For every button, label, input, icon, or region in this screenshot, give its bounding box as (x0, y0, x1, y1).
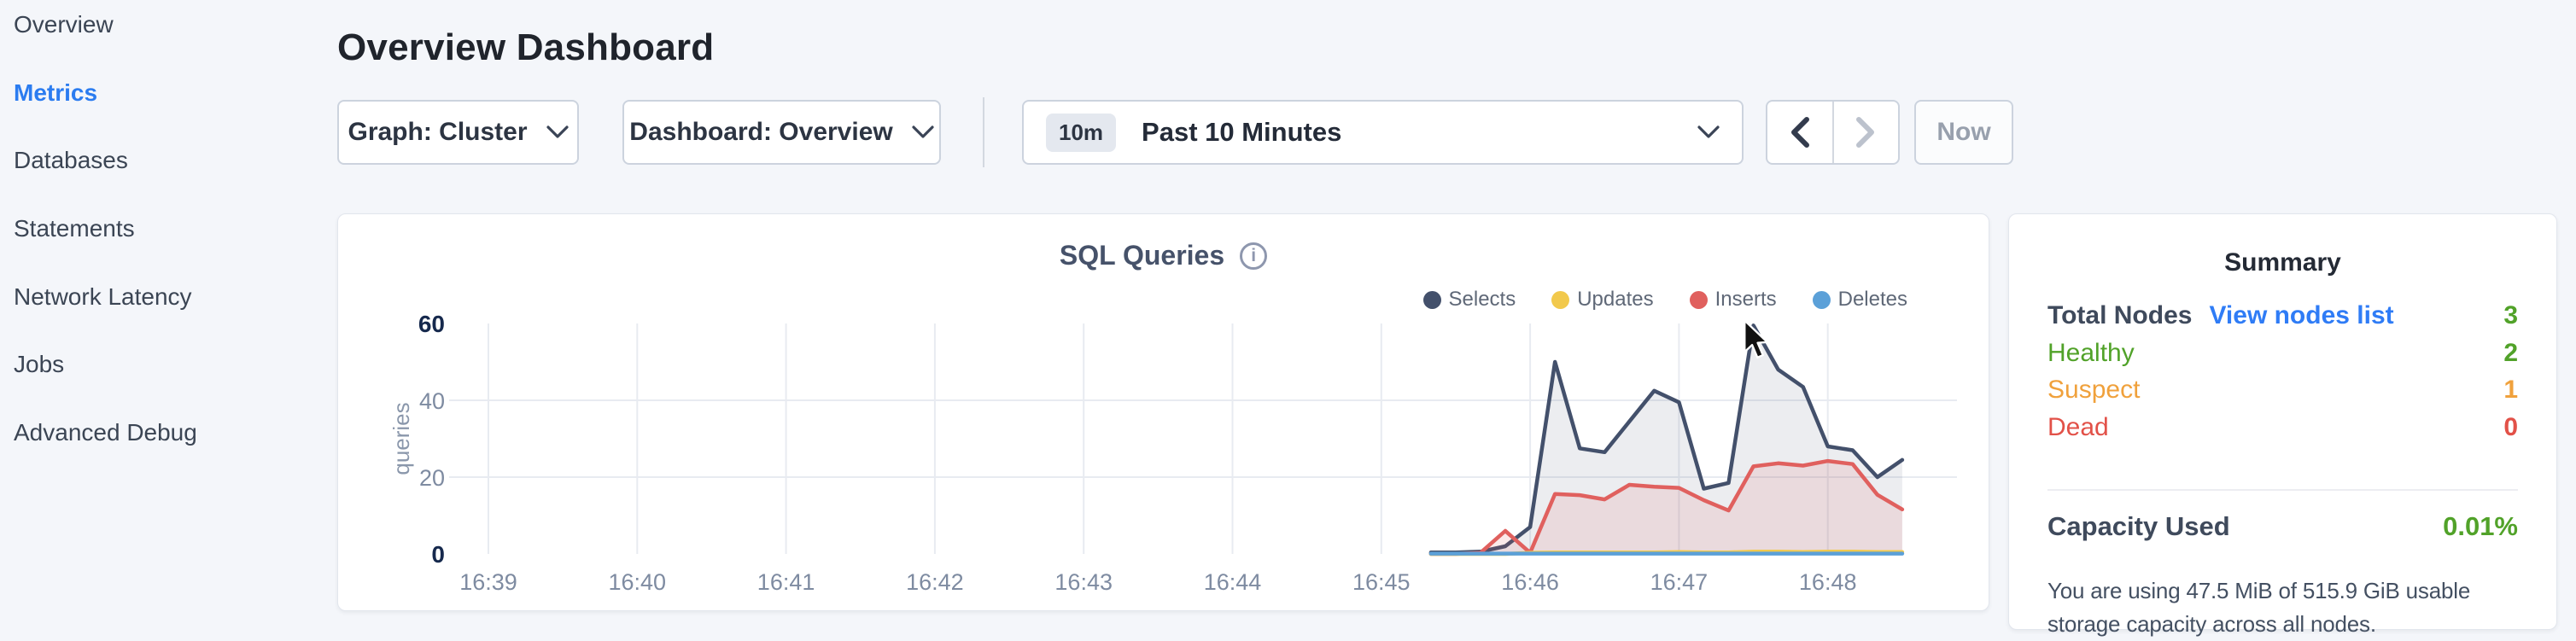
chevron-down-icon (1697, 125, 1720, 138)
sidebar-item-advanced-debug[interactable]: Advanced Debug (14, 418, 197, 446)
time-range-label: Past 10 Minutes (1142, 117, 1342, 147)
legend-dot-icon (1551, 290, 1570, 309)
svg-text:16:41: 16:41 (757, 569, 815, 595)
previous-time-button[interactable] (1767, 102, 1834, 163)
graph-dropdown[interactable]: Graph: Cluster (337, 100, 579, 165)
svg-text:16:44: 16:44 (1204, 569, 1262, 595)
summary-divider (2047, 489, 2518, 491)
page-title: Overview Dashboard (337, 26, 715, 69)
legend-label: Deletes (1837, 288, 1907, 311)
legend-item-selects[interactable]: Selects (1422, 288, 1516, 312)
svg-text:16:42: 16:42 (906, 569, 964, 595)
next-time-button[interactable] (1834, 102, 1899, 163)
healthy-label: Healthy (2047, 338, 2135, 367)
time-range-badge: 10m (1046, 113, 1117, 152)
svg-text:16:40: 16:40 (609, 569, 667, 595)
capacity-description: You are using 47.5 MiB of 515.9 GiB usab… (2047, 578, 2471, 637)
sidebar-item-network-latency[interactable]: Network Latency (14, 283, 192, 310)
graph-dropdown-label: Graph: Cluster (348, 118, 528, 146)
view-nodes-list-link[interactable]: View nodes list (2209, 301, 2394, 329)
svg-text:0: 0 (431, 541, 445, 568)
svg-text:16:48: 16:48 (1799, 569, 1857, 595)
capacity-used-label: Capacity Used (2047, 511, 2230, 541)
suspect-value: 1 (2503, 376, 2518, 404)
sql-queries-chart-card: SQL Queries i Selects Updates Inserts Delet… (337, 213, 1989, 611)
svg-text:40: 40 (419, 388, 445, 414)
dead-value: 0 (2503, 412, 2518, 441)
summary-panel: Summary Total Nodes View nodes list 3 He… (2008, 213, 2557, 637)
legend-label: Inserts (1714, 288, 1777, 311)
sidebar: Overview Metrics Databases Statements Ne… (0, 0, 329, 623)
legend-dot-icon (1422, 290, 1441, 309)
legend-dot-icon (1689, 290, 1708, 309)
controls-divider (983, 97, 984, 167)
svg-text:16:39: 16:39 (459, 569, 517, 595)
legend-item-updates[interactable]: Updates (1551, 288, 1654, 312)
svg-text:16:43: 16:43 (1054, 569, 1113, 595)
capacity-used-row: Capacity Used 0.01% (2047, 511, 2518, 542)
chevron-right-icon (1856, 117, 1875, 148)
legend-item-deletes[interactable]: Deletes (1812, 288, 1907, 312)
time-range-picker[interactable]: 10m Past 10 Minutes (1022, 100, 1744, 165)
sidebar-item-databases[interactable]: Databases (14, 147, 128, 174)
legend-dot-icon (1812, 290, 1831, 309)
node-status-rows: Total Nodes View nodes list 3 Healthy 2 … (2047, 301, 2518, 450)
sidebar-item-overview[interactable]: Overview (14, 10, 114, 38)
dashboard-dropdown[interactable]: Dashboard: Overview (622, 100, 941, 165)
chart-legend: Selects Updates Inserts Deletes (1422, 288, 1907, 312)
summary-title: Summary (2224, 248, 2341, 277)
sidebar-item-statements[interactable]: Statements (14, 214, 135, 242)
total-nodes-label: Total Nodes (2047, 301, 2193, 329)
info-icon[interactable]: i (1240, 242, 1268, 270)
legend-label: Selects (1448, 288, 1516, 311)
svg-text:queries: queries (388, 402, 414, 475)
svg-text:16:46: 16:46 (1501, 569, 1559, 595)
svg-text:20: 20 (419, 465, 445, 491)
suspect-label: Suspect (2047, 376, 2141, 404)
chevron-down-icon (546, 125, 569, 138)
svg-text:16:45: 16:45 (1352, 569, 1411, 595)
legend-label: Updates (1577, 288, 1654, 311)
dead-nodes-row: Dead 0 (2047, 413, 2518, 451)
now-button[interactable]: Now (1914, 100, 2013, 165)
sql-queries-chart[interactable]: 16:39 16:40 16:41 16:42 16:43 16:44 16:45 16:46… (338, 214, 1990, 612)
series-line-selects (1428, 323, 1905, 555)
dashboard-dropdown-label: Dashboard: Overview (629, 118, 893, 146)
chart-header: SQL Queries i (338, 240, 1989, 271)
svg-text:60: 60 (418, 311, 445, 337)
sidebar-item-jobs[interactable]: Jobs (14, 351, 65, 378)
dead-label: Dead (2047, 412, 2109, 441)
total-nodes-row: Total Nodes View nodes list 3 (2047, 301, 2518, 339)
capacity-used-value: 0.01% (2443, 511, 2518, 541)
healthy-nodes-row: Healthy 2 (2047, 339, 2518, 376)
legend-item-inserts[interactable]: Inserts (1689, 288, 1777, 312)
healthy-value: 2 (2503, 338, 2518, 367)
suspect-nodes-row: Suspect 1 (2047, 376, 2518, 413)
series-line-inserts (1428, 458, 1905, 557)
sidebar-item-metrics[interactable]: Metrics (14, 79, 98, 106)
chevron-down-icon (912, 125, 934, 138)
sidebar-nav-list: Overview Metrics Databases Statements Ne… (0, 0, 329, 467)
time-step-button-group (1766, 100, 1900, 165)
total-nodes-value: 3 (2503, 301, 2518, 329)
svg-text:16:47: 16:47 (1650, 569, 1709, 595)
chevron-left-icon (1790, 117, 1809, 148)
chart-title: SQL Queries (1059, 240, 1225, 271)
